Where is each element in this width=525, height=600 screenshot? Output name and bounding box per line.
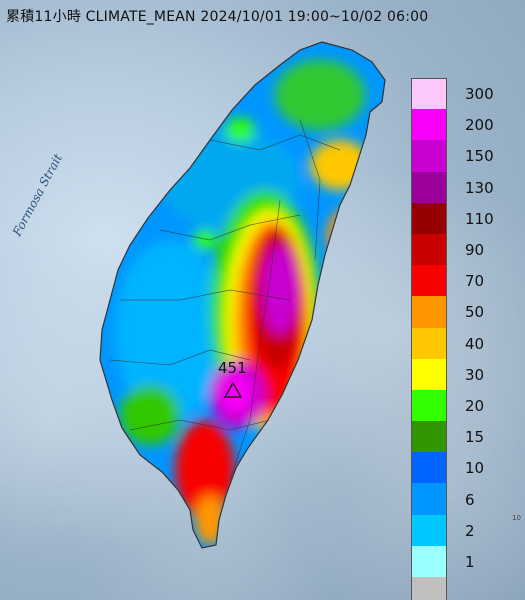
legend-swatch — [411, 389, 447, 422]
taiwan-coastline — [99, 41, 386, 549]
legend-label: 200 — [465, 116, 494, 135]
legend-label: 1 — [465, 553, 475, 571]
legend-swatch — [411, 171, 447, 203]
edge-mark: 10 — [512, 514, 521, 522]
legend-swatch — [411, 421, 447, 453]
legend-label: 20 — [465, 397, 485, 415]
map-title: 累積11小時 CLIMATE_MEAN 2024/10/01 19:00~10/… — [6, 9, 429, 25]
legend-swatch — [411, 265, 447, 297]
max-marker-triangle — [223, 381, 243, 398]
legend-label: 50 — [465, 303, 485, 322]
legend-swatch — [411, 577, 447, 600]
legend-label: 150 — [465, 147, 494, 166]
legend-swatch — [411, 452, 447, 484]
legend-label: 15 — [465, 428, 485, 447]
legend-swatch — [411, 140, 447, 172]
legend-label: 40 — [465, 334, 485, 353]
legend-label: 10 — [465, 459, 485, 478]
legend-swatch — [411, 202, 447, 234]
legend-label: 30 — [465, 365, 485, 384]
legend-swatch — [411, 109, 447, 141]
legend-label: 300 — [465, 85, 494, 103]
legend-swatch — [411, 483, 447, 515]
legend-label: 2 — [465, 521, 475, 540]
legend-label: 70 — [465, 272, 485, 291]
legend-swatch — [411, 358, 447, 390]
max-value-label: 451 — [218, 359, 247, 377]
legend-swatch — [411, 514, 447, 546]
legend-swatch — [411, 233, 447, 266]
legend-label: 6 — [465, 490, 475, 509]
legend-swatch — [411, 78, 447, 110]
color-legend — [411, 78, 447, 600]
legend-label: 90 — [465, 241, 485, 259]
legend-label: 130 — [465, 178, 494, 197]
legend-label: 110 — [465, 209, 494, 228]
legend-swatch — [411, 327, 447, 359]
legend-swatch — [411, 545, 447, 577]
rainfall-field — [100, 42, 385, 548]
legend-swatch — [411, 296, 447, 328]
